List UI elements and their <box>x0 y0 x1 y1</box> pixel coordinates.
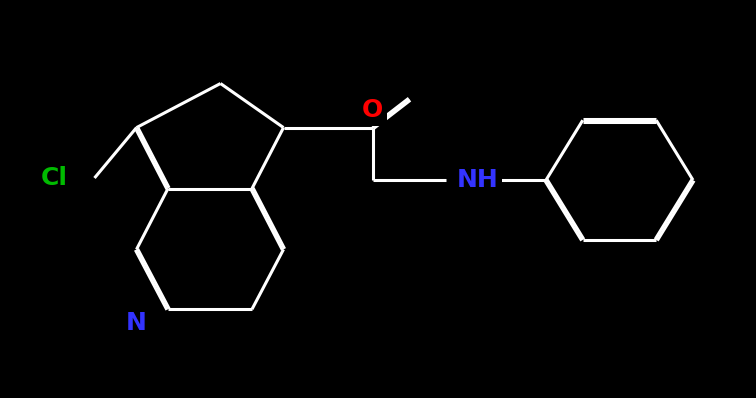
Text: O: O <box>362 98 383 122</box>
Text: NH: NH <box>457 168 499 192</box>
Text: Cl: Cl <box>41 166 68 190</box>
Text: N: N <box>126 311 147 335</box>
